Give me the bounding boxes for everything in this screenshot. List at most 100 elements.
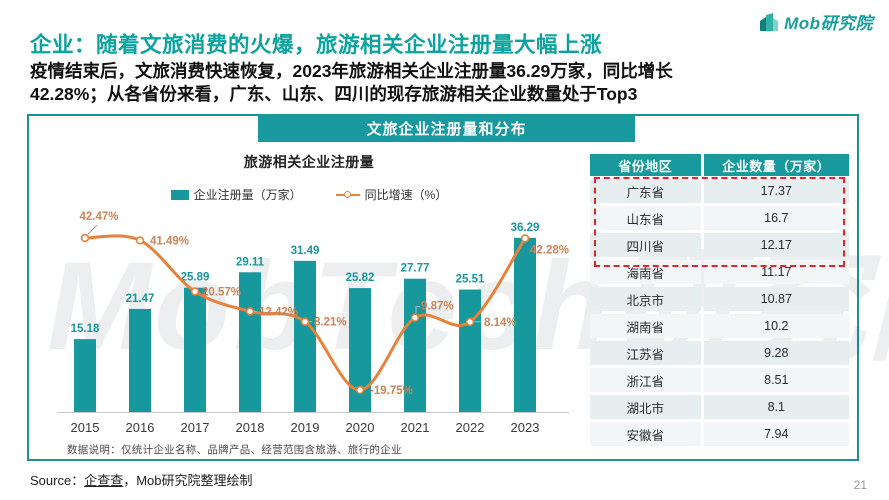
bar-value-label: 36.29 bbox=[511, 222, 540, 234]
bar-2023 bbox=[514, 237, 536, 412]
year-label: 2021 bbox=[401, 420, 430, 435]
table-row: 北京市 10.87 bbox=[590, 287, 849, 311]
section-banner: 文旅企业注册量和分布 bbox=[258, 114, 635, 142]
year-label: 2022 bbox=[456, 420, 485, 435]
bar-value-label: 25.89 bbox=[181, 272, 210, 284]
legend-bar-label: 企业注册量（万家） bbox=[193, 188, 302, 202]
line-point-2020 bbox=[355, 385, 365, 395]
source-prefix: Source： bbox=[30, 473, 85, 488]
count-cell: 8.1 bbox=[703, 395, 849, 419]
count-cell: 10.2 bbox=[703, 314, 849, 338]
line-point-2017 bbox=[190, 287, 200, 296]
table-row: 海南省 11.17 bbox=[590, 260, 849, 284]
bar-value-label: 15.18 bbox=[71, 323, 100, 335]
growth-label: 42.28% bbox=[530, 244, 569, 256]
growth-label: -19.75% bbox=[370, 385, 413, 397]
growth-line bbox=[83, 234, 527, 392]
table-header-count: 企业数量（万家） bbox=[703, 154, 849, 176]
line-point-2019 bbox=[300, 317, 310, 326]
source-link[interactable]: 企查查 bbox=[84, 473, 124, 488]
bar-value-label: 25.82 bbox=[346, 272, 375, 284]
source-rest: ，Mob研究院整理绘制 bbox=[123, 473, 253, 488]
line-point-2021 bbox=[410, 313, 420, 322]
bar-2018 bbox=[239, 272, 261, 412]
page-subtitle: 疫情结束后，文旅消费快速恢复，2023年旅游相关企业注册量36.29万家，同比增… bbox=[30, 61, 673, 105]
year-label: 2017 bbox=[181, 420, 210, 435]
table-row: 山东省 16.7 bbox=[590, 206, 849, 230]
line-point-2015 bbox=[80, 233, 90, 243]
table-row: 湖北市 8.1 bbox=[590, 395, 849, 419]
content-panel: MobTech研究院 文旅企业注册量和分布 旅游相关企业注册量 企业注册量（万家… bbox=[27, 114, 889, 461]
registration-chart: 旅游相关企业注册量 企业注册量（万家） 同比增速（%） 15.18 2015 21.… bbox=[29, 116, 589, 459]
province-table: 省份地区 企业数量（万家） 广东省 17.37 山东省 16.7 四川省 12.17 海南省… bbox=[587, 151, 852, 449]
bar-2015 bbox=[74, 339, 96, 412]
bar-2020 bbox=[349, 288, 371, 412]
bar-value-label: 25.51 bbox=[456, 274, 485, 286]
year-label: 2019 bbox=[291, 420, 320, 435]
line-point-2022 bbox=[465, 317, 475, 327]
page-title: 企业：随着文旅消费的火爆，旅游相关企业注册量大幅上涨 bbox=[30, 33, 603, 57]
year-label: 2016 bbox=[126, 420, 155, 435]
count-cell: 11.17 bbox=[703, 260, 849, 284]
label-leader bbox=[415, 306, 420, 314]
mob-logo-text: Mob研究院 bbox=[784, 14, 873, 33]
legend-item-bar: 企业注册量（万家） bbox=[170, 186, 302, 203]
legend-item-line: 同比增速（%） bbox=[335, 186, 448, 203]
bar-2021 bbox=[404, 278, 426, 412]
count-cell: 17.37 bbox=[703, 179, 849, 203]
bar-2022 bbox=[459, 289, 481, 412]
province-cell: 安徽省 bbox=[590, 422, 701, 446]
year-label: 2015 bbox=[71, 420, 100, 435]
count-cell: 7.94 bbox=[703, 422, 849, 446]
bar-2019 bbox=[294, 260, 316, 412]
growth-label: 20.57% bbox=[202, 287, 241, 299]
chart-plot: 15.18 2015 21.47 2016 25.89 2017 29.11 2018 31.4… bbox=[57, 211, 569, 435]
bar-value-label: 27.77 bbox=[401, 263, 430, 275]
province-cell: 江苏省 bbox=[590, 341, 701, 365]
chart-legend: 企业注册量（万家） 同比增速（%） bbox=[29, 186, 589, 203]
bar-value-label: 31.49 bbox=[291, 245, 320, 257]
province-cell: 北京市 bbox=[590, 287, 701, 311]
growth-label: 8.21% bbox=[314, 317, 347, 329]
table-row: 安徽省 7.94 bbox=[590, 422, 849, 446]
province-cell: 四川省 bbox=[590, 233, 701, 257]
bar-swatch-icon bbox=[170, 189, 189, 200]
growth-label: 9.87% bbox=[421, 301, 454, 313]
count-cell: 9.28 bbox=[703, 341, 849, 365]
mob-logo: Mob研究院 bbox=[758, 9, 873, 34]
province-cell: 浙江省 bbox=[590, 368, 701, 392]
source-line: Source：企查查，Mob研究院整理绘制 bbox=[30, 470, 253, 489]
chart-title: 旅游相关企业注册量 bbox=[243, 154, 375, 170]
province-cell: 湖南省 bbox=[590, 314, 701, 338]
table-row: 浙江省 8.51 bbox=[590, 368, 849, 392]
data-note: 数据说明：仅统计企业名称、品牌产品、经营范围含旅游、旅行的企业 bbox=[67, 444, 402, 456]
mob-logo-icon bbox=[760, 12, 779, 31]
line-point-2023 bbox=[520, 234, 530, 243]
growth-label: 8.14% bbox=[484, 317, 517, 329]
growth-label: 42.47% bbox=[79, 211, 118, 223]
count-cell: 12.17 bbox=[703, 233, 849, 257]
table-header-row: 省份地区 企业数量（万家） bbox=[590, 154, 849, 176]
growth-label: 41.49% bbox=[150, 235, 189, 247]
count-cell: 16.7 bbox=[703, 206, 849, 230]
table-header-province: 省份地区 bbox=[590, 154, 701, 176]
table-row: 四川省 12.17 bbox=[590, 233, 849, 257]
page-number: 21 bbox=[853, 478, 867, 492]
label-leader bbox=[87, 224, 98, 235]
legend-line-label: 同比增速（%） bbox=[364, 188, 448, 202]
year-label: 2020 bbox=[346, 420, 375, 435]
line-point-2016 bbox=[135, 236, 145, 245]
province-cell: 海南省 bbox=[590, 260, 701, 284]
bar-value-label: 21.47 bbox=[126, 293, 155, 305]
province-cell: 湖北市 bbox=[590, 395, 701, 419]
bar-value-label: 29.11 bbox=[236, 256, 265, 268]
table-row: 湖南省 10.2 bbox=[590, 314, 849, 338]
bar-2017 bbox=[184, 287, 206, 412]
line-swatch-icon bbox=[335, 190, 360, 200]
table-row: 广东省 17.37 bbox=[590, 179, 849, 203]
bar-2016 bbox=[129, 308, 151, 412]
count-cell: 10.87 bbox=[703, 287, 849, 311]
count-cell: 8.51 bbox=[703, 368, 849, 392]
line-point-2018 bbox=[245, 307, 255, 316]
